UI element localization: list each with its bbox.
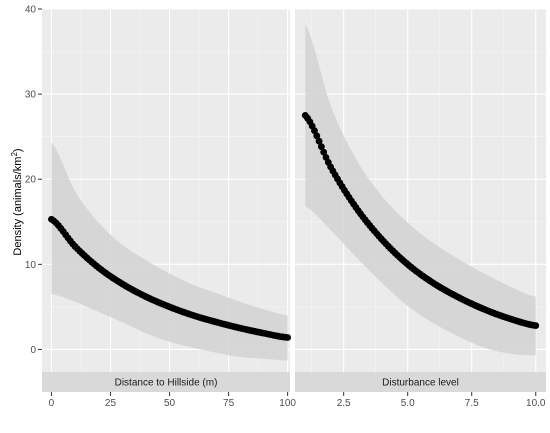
x-tick-label: 50 <box>164 398 176 409</box>
y-tick-label: 20 <box>25 175 37 186</box>
y-axis-ticks: 0 10 20 30 40 <box>25 5 42 356</box>
x-tick-label: 5.0 <box>401 398 415 409</box>
data-point <box>532 322 540 330</box>
y-tick-label: 0 <box>30 345 36 356</box>
panel-disturbance-level: Disturbance level 2.5 5.0 7.5 10.0 <box>295 8 546 409</box>
strip-background <box>42 372 290 392</box>
data-point <box>317 143 325 151</box>
data-point <box>284 334 292 341</box>
x-tick-label: 0 <box>49 398 55 409</box>
x-tick-label: 75 <box>223 398 235 409</box>
x-tick-label: 7.5 <box>465 398 479 409</box>
x-tick-label: 25 <box>105 398 117 409</box>
y-tick-label: 40 <box>25 5 37 16</box>
strip-label: Distance to Hillside (m) <box>115 378 218 389</box>
y-tick-label: 10 <box>25 260 37 271</box>
y-axis-title-superscript: 2 <box>10 152 19 157</box>
confidence-ribbon <box>51 142 288 361</box>
data-point <box>313 132 321 140</box>
y-axis-title: Density (animals/km2) <box>10 148 24 255</box>
x-tick-label: 10.0 <box>526 398 546 409</box>
x-tick-label: 2.5 <box>337 398 351 409</box>
panel-distance-to-hillside: Distance to Hillside (m) 0 25 50 75 100 <box>42 8 296 409</box>
y-axis-title-close: ) <box>12 148 24 152</box>
y-tick-label: 30 <box>25 90 37 101</box>
data-point <box>311 127 318 135</box>
confidence-ribbon <box>305 24 536 356</box>
strip-background <box>295 372 546 392</box>
data-point <box>315 137 323 145</box>
strip-label: Disturbance level <box>382 378 459 389</box>
x-tick-label: 100 <box>279 398 296 409</box>
data-point <box>320 148 328 156</box>
